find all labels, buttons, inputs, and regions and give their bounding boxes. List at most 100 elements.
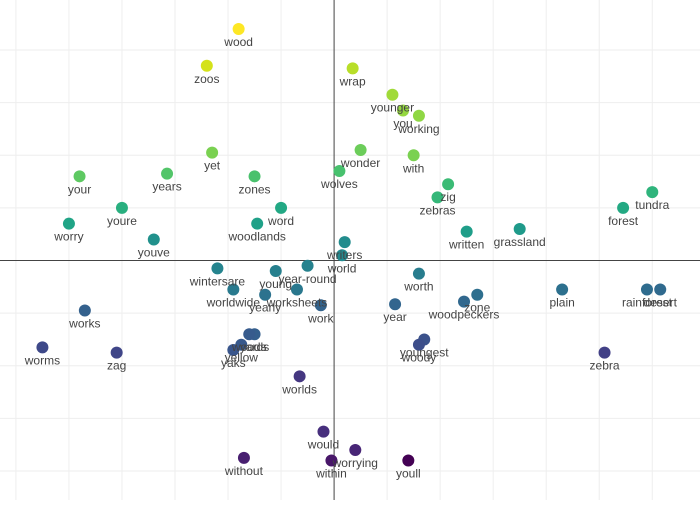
data-point-desert[interactable] (654, 283, 667, 296)
data-point-worry[interactable] (62, 217, 75, 230)
data-label-woodlands: woodlands (228, 230, 286, 244)
data-label-forest: forest (608, 214, 639, 228)
data-point-rainforest[interactable] (640, 283, 653, 296)
data-point-yet[interactable] (206, 146, 219, 159)
data-point-with[interactable] (407, 149, 420, 162)
data-label-grassland: grassland (494, 235, 546, 249)
data-label-without: without (224, 464, 264, 478)
data-label-zebras: zebras (419, 203, 455, 217)
data-point-wrap[interactable] (346, 62, 359, 75)
data-label-zebra: zebra (590, 359, 620, 373)
data-label-yards: yards (240, 340, 269, 354)
data-point-zag[interactable] (110, 346, 123, 359)
data-label-world: world (327, 261, 357, 275)
data-point-woods[interactable] (243, 328, 256, 341)
data-point-years[interactable] (161, 167, 174, 180)
data-label-working: working (397, 122, 439, 136)
data-label-wonder: wonder (340, 156, 380, 170)
data-point-work[interactable] (314, 299, 327, 312)
data-point-wood[interactable] (232, 22, 245, 35)
data-label-woods: woods (231, 340, 267, 354)
data-point-written[interactable] (460, 225, 473, 238)
data-label-younger: younger (371, 101, 414, 115)
data-label-worrying: worrying (332, 456, 378, 470)
data-point-zones[interactable] (248, 170, 261, 183)
data-point-word[interactable] (275, 201, 288, 214)
data-label-desert: desert (644, 295, 678, 309)
data-label-zig: zig (440, 190, 455, 204)
data-point-grassland[interactable] (513, 222, 526, 235)
data-label-year: year (383, 310, 406, 324)
data-point-forest[interactable] (617, 201, 630, 214)
data-point-younger[interactable] (386, 88, 399, 101)
data-label-your: your (68, 182, 91, 196)
data-point-woody[interactable] (412, 338, 425, 351)
data-label-wintersare: wintersare (189, 274, 246, 288)
data-label-would: would (307, 438, 339, 452)
data-label-word: word (267, 214, 294, 228)
data-point-youll[interactable] (402, 454, 415, 467)
data-point-zone[interactable] (471, 288, 484, 301)
data-point-zoos[interactable] (200, 59, 213, 72)
data-label-youre: youre (107, 214, 137, 228)
data-label-work: work (307, 311, 334, 325)
data-point-year[interactable] (389, 298, 402, 311)
data-label-within: within (315, 467, 347, 481)
data-point-woodlands[interactable] (251, 217, 264, 230)
data-point-wintersare[interactable] (211, 262, 224, 275)
data-point-worms[interactable] (36, 341, 49, 354)
data-label-works: works (68, 317, 100, 331)
data-point-worldwide[interactable] (227, 283, 240, 296)
data-point-worksheets[interactable] (290, 283, 303, 296)
data-label-you: you (393, 117, 412, 131)
data-point-zebras[interactable] (431, 191, 444, 204)
data-label-worksheets: worksheets (266, 295, 328, 309)
data-point-worlds[interactable] (293, 370, 306, 383)
data-point-young[interactable] (269, 265, 282, 278)
data-label-wrap: wrap (339, 74, 366, 88)
data-label-with: with (402, 161, 424, 175)
data-label-yaks: yaks (221, 356, 246, 370)
data-point-working[interactable] (412, 109, 425, 122)
data-point-works[interactable] (78, 304, 91, 317)
data-point-within[interactable] (325, 454, 338, 467)
data-label-writers: writers (326, 248, 362, 262)
data-point-writers[interactable] (338, 236, 351, 249)
data-point-worrying[interactable] (349, 444, 362, 456)
data-label-yearly: yearly (249, 301, 281, 315)
data-label-zones: zones (239, 182, 271, 196)
data-label-yellow: yellow (225, 351, 259, 365)
data-label-worth: worth (403, 280, 433, 294)
data-label-worry: worry (53, 230, 83, 244)
data-label-zone: zone (464, 301, 490, 315)
data-point-zebra[interactable] (598, 346, 611, 359)
data-point-yaks[interactable] (227, 344, 240, 356)
data-point-plain[interactable] (556, 283, 569, 296)
data-point-without[interactable] (237, 451, 250, 464)
data-point-yearly[interactable] (259, 288, 272, 301)
data-label-zag: zag (107, 359, 126, 373)
data-point-tundra[interactable] (646, 186, 659, 199)
data-point-would[interactable] (317, 425, 330, 438)
data-label-written: written (448, 238, 484, 252)
data-point-world[interactable] (336, 249, 349, 262)
data-point-worth[interactable] (412, 267, 425, 280)
data-label-woody: woody (401, 351, 437, 365)
data-point-woodpeckers[interactable] (458, 295, 471, 308)
data-point-you[interactable] (397, 104, 410, 117)
data-label-worldwide: worldwide (206, 295, 261, 309)
data-point-youve[interactable] (147, 233, 160, 246)
data-label-worms: worms (24, 353, 60, 367)
data-label-rainforest: rainforest (622, 295, 673, 309)
data-point-zig[interactable] (442, 178, 455, 191)
data-point-year-round[interactable] (301, 259, 314, 272)
data-point-your[interactable] (73, 170, 86, 183)
data-point-wolves[interactable] (333, 165, 346, 178)
data-point-wonder[interactable] (354, 144, 367, 156)
data-label-youve: youve (138, 245, 170, 259)
data-point-youre[interactable] (115, 201, 128, 214)
